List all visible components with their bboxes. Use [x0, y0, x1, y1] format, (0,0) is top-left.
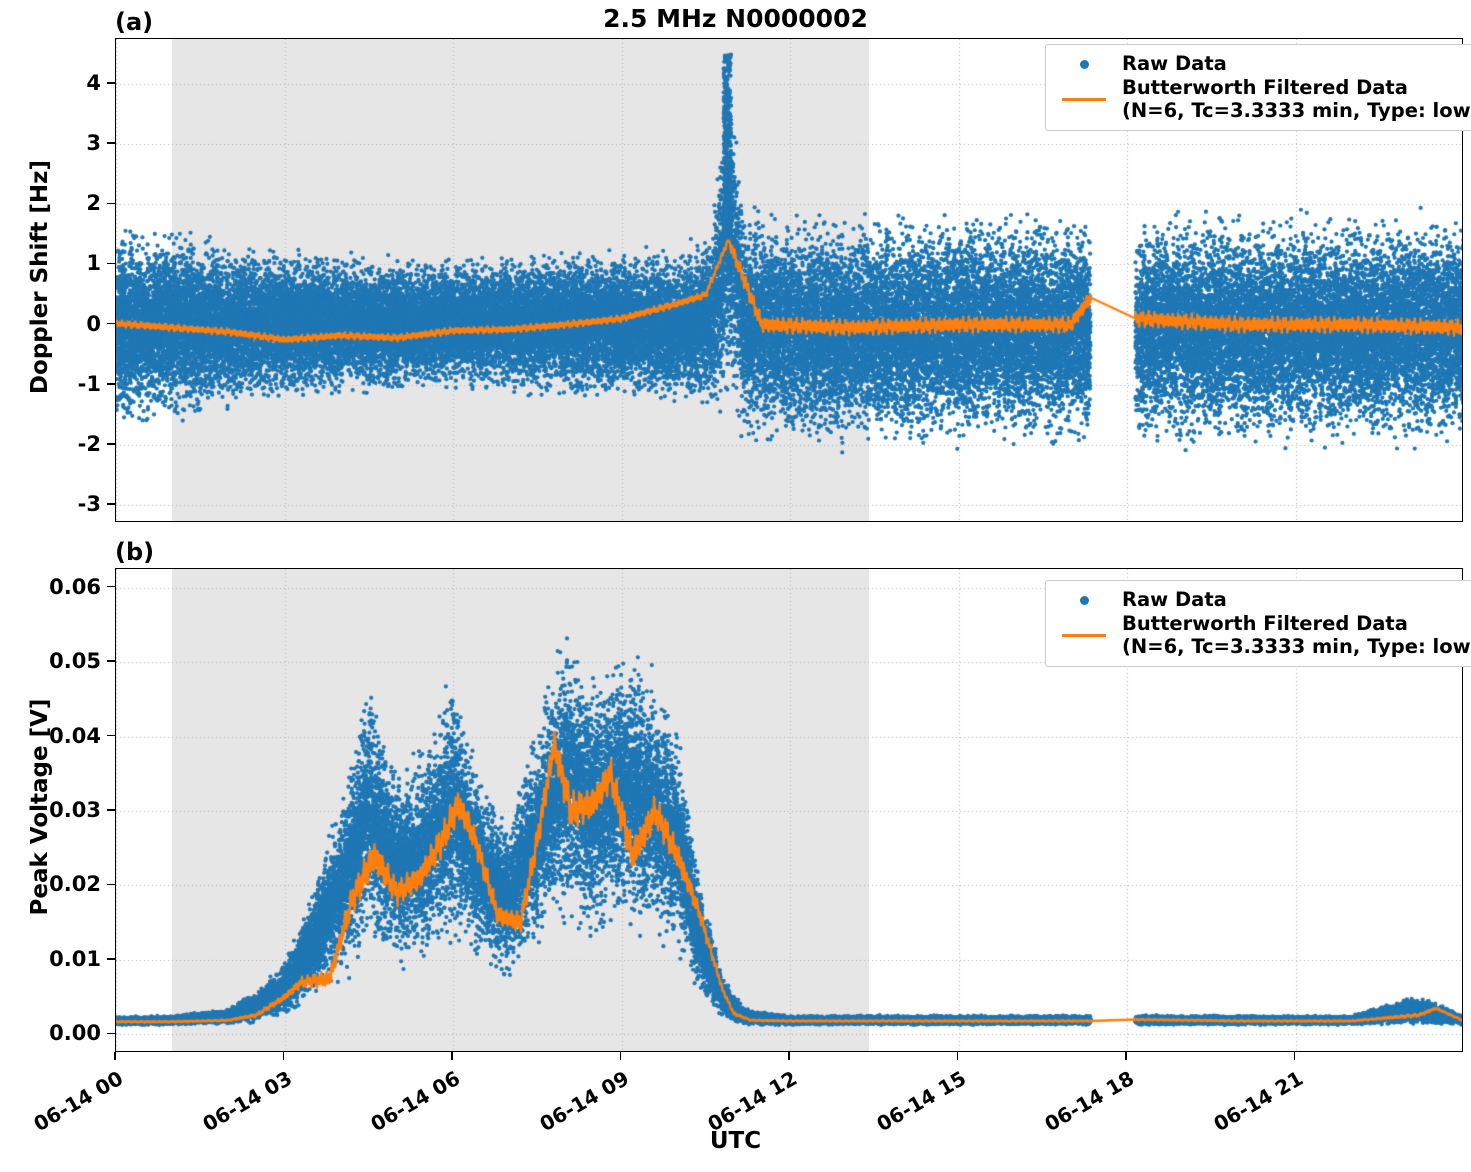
legend-filtered-line2: (N=6, Tc=3.3333 min, Type: low)	[1122, 634, 1471, 658]
y-tick-mark	[107, 262, 115, 265]
x-tick-mark	[451, 1052, 453, 1060]
panel-label-a: (a)	[115, 8, 154, 36]
x-tick-mark	[282, 1052, 285, 1060]
y-tick-mark	[107, 322, 115, 325]
legend-entry-filtered: Butterworth Filtered Data (N=6, Tc=3.3333…	[1056, 613, 1471, 658]
x-tick-mark	[1293, 1052, 1296, 1060]
y-tick-label: -3	[77, 491, 101, 516]
line-swatch-icon	[1062, 98, 1106, 102]
y-tick-mark	[107, 809, 115, 811]
y-tick-mark	[107, 883, 115, 886]
legend-filtered-label: Butterworth Filtered Data (N=6, Tc=3.3333…	[1122, 613, 1471, 658]
y-tick-mark	[107, 503, 115, 505]
legend-entry-raw: Raw Data	[1056, 52, 1471, 75]
figure-title: 2.5 MHz N0000002	[603, 4, 868, 33]
legend-raw-marker	[1056, 595, 1112, 605]
x-tick-mark	[619, 1052, 622, 1060]
scatter-dot-icon	[1079, 59, 1089, 69]
legend-filtered-marker	[1056, 98, 1112, 102]
x-axis-label: UTC	[709, 1128, 762, 1154]
y-tick-label: 0.02	[49, 872, 101, 897]
x-tick-mark	[1125, 1052, 1127, 1060]
y-tick-mark	[107, 1032, 115, 1035]
legend-raw-label: Raw Data	[1122, 588, 1227, 611]
y-tick-label: 4	[86, 71, 101, 96]
y-tick-mark	[107, 734, 115, 737]
y-tick-label: 0.03	[49, 798, 101, 822]
y-tick-label: 0.04	[49, 723, 101, 748]
y-tick-label: 2	[86, 191, 101, 216]
legend-filtered-line2: (N=6, Tc=3.3333 min, Type: low)	[1122, 98, 1471, 122]
y-tick-mark	[107, 958, 115, 960]
y-tick-mark	[107, 443, 115, 445]
y-tick-label: -2	[77, 431, 101, 456]
scatter-dot-icon	[1079, 595, 1089, 605]
legend-entry-filtered: Butterworth Filtered Data (N=6, Tc=3.3333…	[1056, 77, 1471, 122]
panel-label-b: (b)	[115, 538, 155, 566]
legend-raw-marker	[1056, 59, 1112, 69]
legend-filtered-marker	[1056, 634, 1112, 638]
legend-filtered-line1: Butterworth Filtered Data	[1122, 76, 1408, 100]
y-tick-label: 0.01	[49, 946, 101, 971]
y-tick-label: 1	[86, 251, 101, 276]
y-tick-mark	[107, 660, 115, 662]
y-tick-mark	[107, 382, 115, 385]
y-tick-label: 0.05	[49, 649, 101, 674]
y-tick-label: 0	[86, 311, 101, 336]
y-tick-mark	[107, 585, 115, 588]
y-tick-label: -1	[77, 371, 101, 396]
line-swatch-icon	[1062, 634, 1106, 638]
panel-a-legend[interactable]: Raw Data Butterworth Filtered Data (N=6, …	[1045, 44, 1471, 132]
y-tick-label: 0.06	[49, 574, 101, 599]
legend-filtered-line1: Butterworth Filtered Data	[1122, 612, 1408, 636]
legend-raw-label: Raw Data	[1122, 52, 1227, 75]
y-tick-mark	[107, 82, 115, 84]
panel-b-legend[interactable]: Raw Data Butterworth Filtered Data (N=6, …	[1045, 580, 1471, 668]
y-tick-mark	[107, 202, 115, 205]
x-tick-mark	[788, 1052, 790, 1060]
x-tick-mark	[114, 1052, 116, 1060]
y-tick-label: 0.00	[49, 1021, 101, 1046]
legend-filtered-label: Butterworth Filtered Data (N=6, Tc=3.3333…	[1122, 77, 1471, 122]
legend-entry-raw: Raw Data	[1056, 588, 1471, 611]
x-tick-mark	[956, 1052, 959, 1060]
y-tick-mark	[107, 142, 115, 144]
y-tick-label: 3	[86, 131, 101, 156]
